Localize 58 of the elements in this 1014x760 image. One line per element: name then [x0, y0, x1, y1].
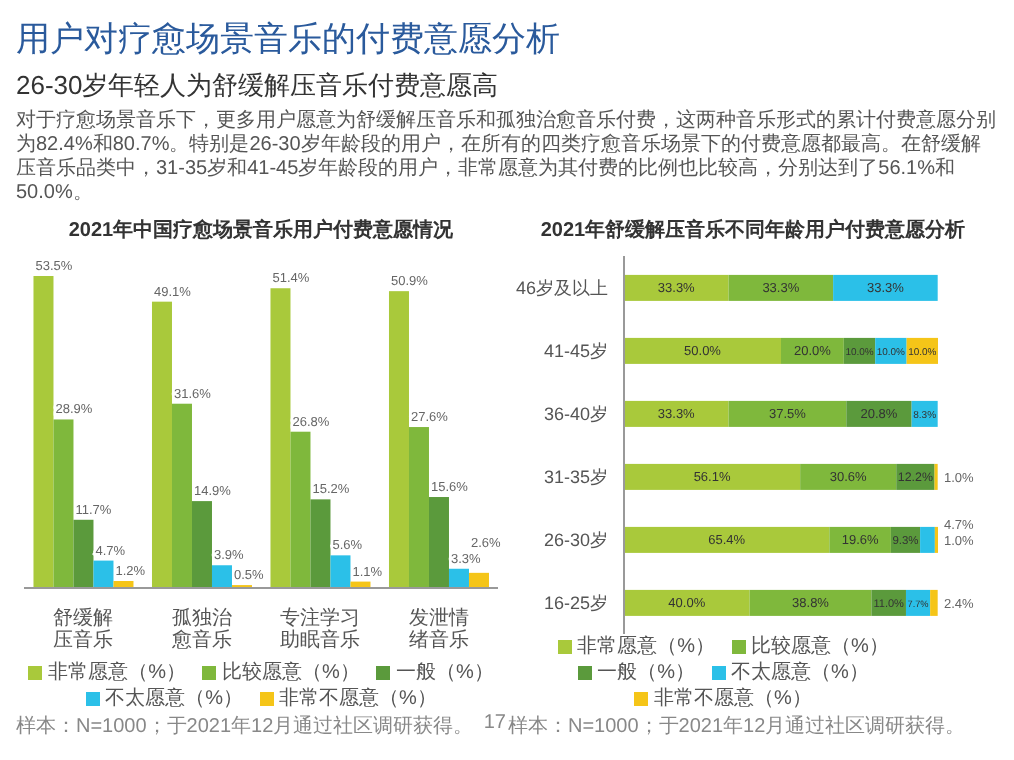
bar — [624, 463, 801, 490]
x-tick-label: 舒缓解压音乐 — [53, 606, 114, 652]
text: 26-30岁年轻人为舒缓解压音乐付费意愿高 — [16, 68, 501, 104]
bar — [211, 565, 232, 588]
bar — [93, 560, 114, 588]
bar — [388, 291, 409, 588]
bar — [448, 568, 469, 588]
chart-title: 2021年舒缓解压音乐不同年龄用户付费意愿分析 — [538, 216, 968, 244]
text: 对于疗愈场景音乐下，更多用户愿意为舒缓解压音乐和孤独治愈音乐付费，这两种音乐形式的累计付费意愿分别为82.4%和80.7%。特别是26-30岁年龄段的用户，在所有的四类疗愈音乐场景下的付费意愿都最高。在舒缓解压音乐品类中，31-35岁和41-45岁年龄段的用户，非常愿意为其付费的比例也比较高，分别达到了56.1%和50.0%。 — [16, 110, 998, 206]
x-tick-label: 专注学习助眠音乐 — [280, 606, 361, 652]
y-tick-label: 41-45岁 — [543, 340, 608, 361]
x-tick-label: 孤独治愈音乐 — [169, 606, 232, 652]
bar — [73, 519, 94, 588]
y-tick-label: 31-35岁 — [543, 466, 608, 487]
bar — [270, 288, 291, 588]
legend-label: 不太愿意（%） — [729, 660, 869, 686]
bar — [728, 400, 847, 427]
bar — [749, 589, 872, 616]
y-tick-label: 16-25岁 — [543, 592, 608, 613]
bar — [310, 499, 331, 588]
bar — [191, 501, 212, 588]
bar — [468, 572, 489, 588]
bar — [330, 555, 351, 588]
text: 样本：N=1000；于2021年12月通过社区调研获得。 — [16, 713, 474, 740]
bar — [624, 589, 750, 616]
bar — [624, 526, 830, 553]
legend-label: 比较愿意（%） — [749, 634, 889, 660]
legend-label: 一般（%） — [595, 660, 695, 686]
bar — [624, 274, 729, 301]
legend-label: 比较愿意（%） — [220, 660, 360, 686]
bar — [624, 337, 781, 364]
bar — [800, 463, 897, 490]
legend-label: 一般（%） — [393, 660, 494, 686]
bar — [624, 400, 729, 427]
legend-label: 非常愿意（%） — [46, 660, 187, 686]
bar — [428, 497, 449, 588]
y-tick-label: 46岁及以上 — [515, 277, 608, 298]
y-tick-label: 36-40岁 — [543, 403, 608, 424]
chart-title: 2021年中国疗愈场景音乐用户付费意愿情况 — [66, 216, 456, 244]
bar — [53, 419, 74, 588]
text: 用户对疗愈场景音乐的付费意愿分析 — [16, 18, 562, 62]
x-tick-label: 发泄情绪音乐 — [408, 606, 469, 652]
bar — [151, 301, 172, 588]
bar — [408, 427, 429, 588]
bar — [171, 403, 192, 588]
bar — [728, 274, 834, 301]
bar — [930, 589, 938, 616]
legend-label: 非常不愿意（%） — [277, 686, 437, 712]
bar — [920, 526, 935, 553]
bar — [33, 276, 54, 588]
bar — [833, 274, 938, 301]
legend-label: 不太愿意（%） — [103, 686, 243, 712]
bar — [290, 431, 311, 588]
text: 样本：N=1000；于2021年12月通过社区调研获得。 — [508, 713, 966, 740]
y-tick-label: 26-30岁 — [543, 529, 608, 550]
legend-label: 非常愿意（%） — [575, 634, 715, 660]
text: 17 — [483, 712, 506, 738]
legend-label: 非常不愿意（%） — [652, 686, 812, 712]
